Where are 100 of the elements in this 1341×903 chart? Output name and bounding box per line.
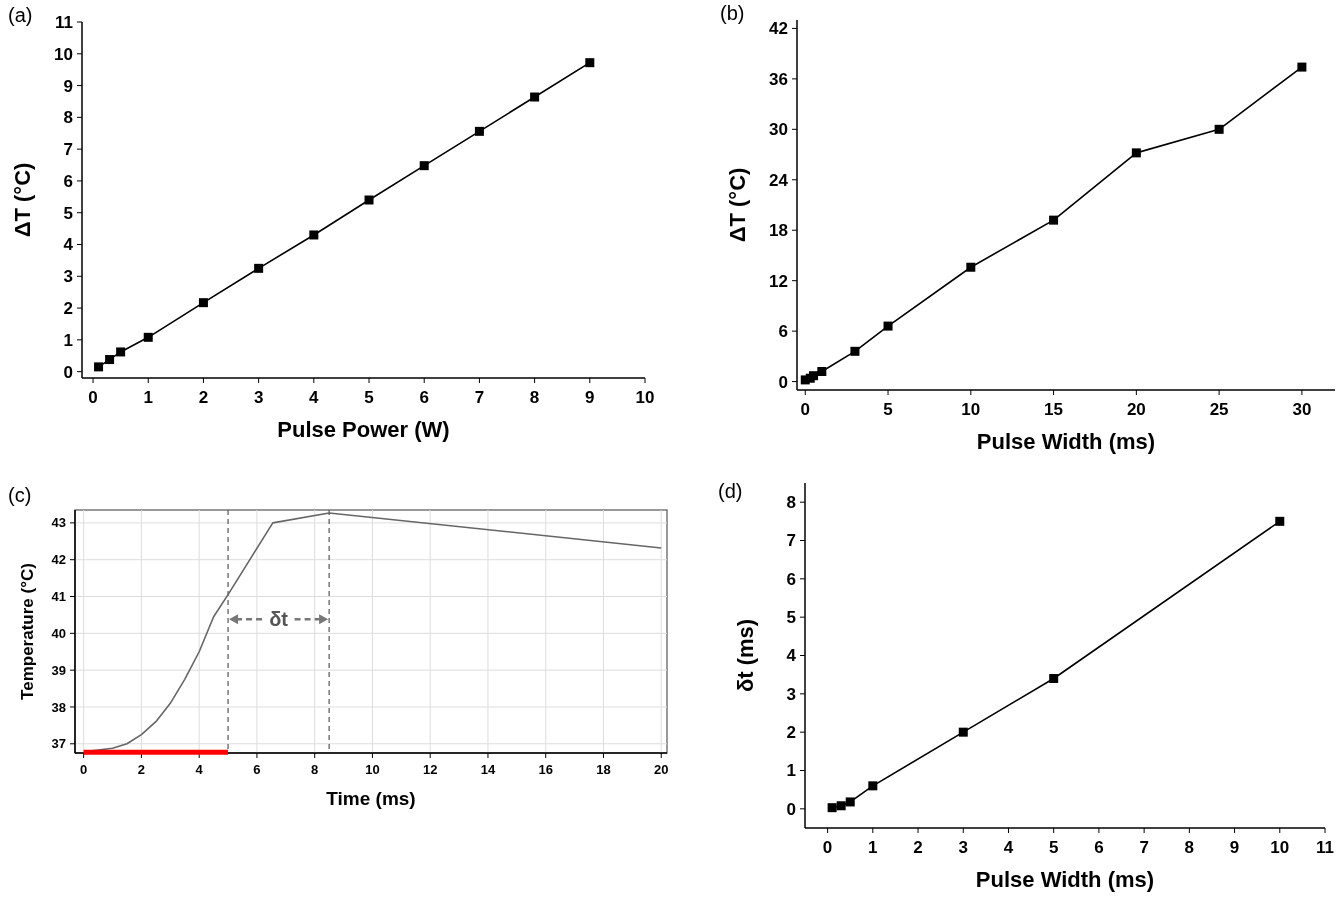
y-tick-label: 8 [786, 493, 796, 513]
x-tick-label: 6 [419, 388, 429, 407]
y-tick-label: 42 [51, 552, 66, 568]
x-tick-label: 0 [80, 762, 88, 777]
point [868, 781, 878, 791]
y-tick-label: 0 [63, 362, 73, 382]
x-axis-title: Pulse Width (ms) [976, 429, 1156, 454]
y-tick-label: 0 [778, 372, 788, 392]
x-axis-title: Time (ms) [326, 788, 416, 809]
point [474, 126, 484, 136]
x-tick-label: 9 [1229, 838, 1240, 857]
x-tick-label: 3 [958, 838, 968, 857]
x-tick-label: 6 [1094, 838, 1104, 857]
x-tick-label: 10 [635, 388, 655, 407]
y-tick-label: 4 [786, 646, 797, 666]
point [1049, 674, 1059, 683]
x-tick-label: 15 [1044, 400, 1064, 419]
y-tick-label: 39 [51, 662, 66, 678]
x-tick-label: 12 [422, 762, 438, 777]
y-tick-label: 7 [63, 140, 73, 160]
point [809, 371, 819, 381]
y-tick-label: 12 [769, 271, 788, 291]
x-tick-label: 7 [474, 388, 485, 407]
y-tick-label: 38 [51, 699, 66, 715]
y-tick-label: 4 [63, 235, 74, 255]
x-tick-label: 2 [913, 838, 923, 857]
point [1049, 215, 1059, 225]
x-tick-label: 10 [961, 400, 981, 419]
point [958, 727, 968, 737]
y-axis-title: ΔT (°C) [725, 167, 750, 243]
y-axis-title: ΔT (°C) [10, 162, 35, 238]
y-tick-label: 6 [63, 171, 73, 191]
x-tick-label: 2 [137, 762, 146, 777]
x-tick-label: 2 [198, 388, 209, 407]
y-tick-label: 8 [63, 108, 73, 128]
chart-title: (c) [8, 484, 32, 506]
x-tick-label: 3 [253, 388, 264, 407]
x-tick-label: 10 [365, 762, 380, 777]
point [850, 346, 860, 356]
point [1297, 62, 1307, 72]
y-tick-label: 18 [769, 221, 788, 241]
point [364, 195, 374, 205]
y-tick-label: 3 [786, 684, 796, 704]
x-tick-label: 8 [1184, 838, 1195, 857]
y-tick-label: 37 [51, 736, 66, 752]
x-tick-label: 1 [143, 388, 153, 407]
point [836, 801, 846, 811]
point [94, 362, 104, 372]
y-tick-label: 2 [63, 299, 73, 319]
point [198, 298, 208, 308]
point [883, 321, 893, 331]
y-tick-label: 10 [54, 44, 73, 64]
x-tick-label: 5 [883, 400, 893, 419]
y-axis-title: δt (ms) [733, 618, 758, 693]
x-tick-label: 20 [653, 762, 669, 777]
x-tick-label: 20 [1126, 400, 1146, 419]
x-tick-label: 10 [1270, 838, 1290, 857]
x-tick-label: 0 [88, 388, 98, 407]
point [530, 92, 540, 102]
x-tick-label: 11 [1316, 838, 1334, 857]
y-tick-label: 42 [769, 19, 788, 39]
x-tick-label: 25 [1209, 400, 1229, 419]
y-tick-label: 24 [769, 170, 789, 190]
x-tick-label: 4 [1003, 838, 1014, 857]
y-tick-label: 2 [786, 723, 796, 743]
y-tick-label: 40 [51, 625, 66, 641]
point [1131, 148, 1141, 158]
y-tick-label: 0 [786, 799, 796, 819]
x-axis-title: Pulse Power (W) [277, 417, 450, 442]
point [116, 347, 126, 357]
x-tick-label: 30 [1292, 400, 1312, 419]
point [309, 230, 319, 240]
x-tick-label: 0 [800, 400, 811, 419]
annotation: δt [269, 608, 289, 631]
point [143, 332, 153, 342]
point [827, 803, 837, 813]
y-tick-label: 6 [786, 569, 796, 589]
y-tick-label: 36 [769, 69, 788, 89]
x-tick-label: 5 [364, 388, 374, 407]
x-tick-label: 4 [309, 388, 320, 407]
chart-title: (b) [720, 2, 745, 24]
y-tick-label: 11 [55, 12, 73, 32]
x-tick-label: 8 [311, 762, 319, 777]
x-tick-label: 14 [480, 762, 496, 777]
y-tick-label: 1 [63, 330, 73, 350]
x-tick-label: 18 [596, 762, 611, 777]
y-tick-label: 9 [63, 76, 73, 96]
x-tick-label: 0 [822, 838, 833, 857]
chart-title: (a) [8, 4, 33, 26]
x-tick-label: 7 [1139, 838, 1149, 857]
x-tick-label: 4 [195, 762, 204, 777]
point [419, 161, 429, 171]
x-tick-label: 6 [253, 762, 261, 777]
y-axis-title: Temperature (°C) [18, 563, 37, 700]
x-tick-label: 1 [868, 838, 878, 857]
x-tick-label: 8 [529, 388, 540, 407]
y-tick-label: 6 [778, 322, 788, 342]
point [1214, 124, 1224, 134]
y-tick-label: 5 [63, 203, 73, 223]
y-tick-label: 7 [786, 531, 796, 551]
